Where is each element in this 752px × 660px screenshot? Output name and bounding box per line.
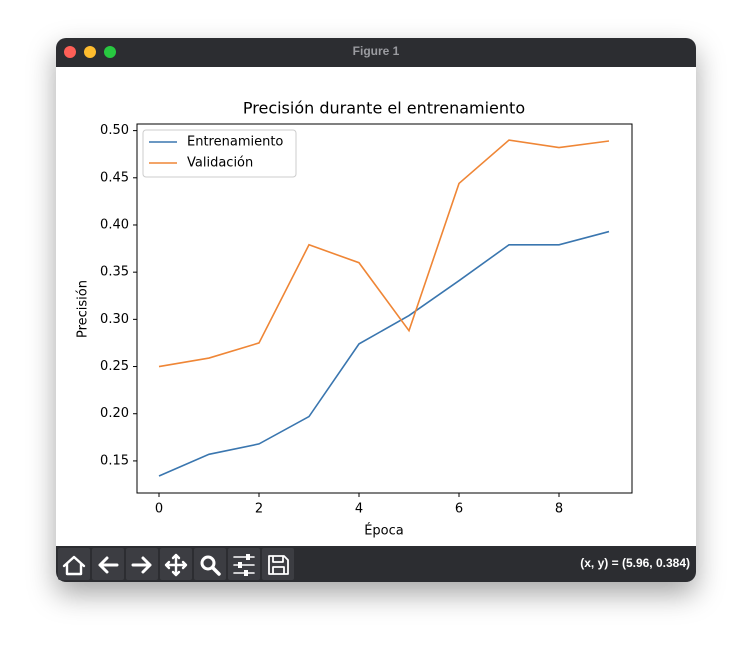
series-line [158,139,610,368]
chart: Precisión durante el entrenamiento Época… [76,99,633,539]
title-bar [56,38,696,67]
x-tick-label: 4 [355,502,363,517]
home-icon [62,555,86,576]
window [56,38,696,582]
cursor-status: (x, y) = (5.96, 0.384) [580,556,690,570]
y-tick-label: 0.40 [100,217,129,232]
zoom-icon [200,555,216,571]
back-icon [98,556,119,574]
save-icon [268,555,289,575]
y-tick-label: 0.35 [100,265,129,280]
toolbar-buttons [58,548,294,580]
x-tick-label: 0 [155,502,163,517]
y-axis-label: Precisión [76,280,91,338]
close-button[interactable] [64,46,76,58]
forward-icon [131,556,152,574]
legend-box [142,129,297,178]
y-tick-label: 0.20 [100,406,129,421]
configure-knob [244,570,248,576]
x-tick-label: 6 [455,502,463,517]
plot-frame [136,123,633,494]
zoom-icon-handle [211,566,221,576]
minimize-button[interactable] [84,46,96,58]
legend-label: Entrenamiento [187,135,283,150]
window-title: Figure 1 [353,44,400,58]
configure-button[interactable] [228,548,260,580]
y-tick-label: 0.25 [100,359,129,374]
x-axis-label: Época [364,523,404,539]
y-tick-label: 0.50 [100,123,129,138]
zoom-rect-button[interactable] [194,548,226,580]
pan-icon [164,553,188,577]
x-tick-label: 2 [255,502,263,517]
chart-title: Precisión durante el entrenamiento [243,99,525,118]
y-tick-label: 0.45 [100,170,129,185]
configure-knob [238,562,242,568]
configure-knob [246,554,250,560]
series-line [158,230,610,477]
legend-label: Validación [187,156,253,171]
y-tick-label: 0.15 [100,453,129,468]
zoom-button[interactable] [104,46,116,58]
save-button[interactable] [262,548,294,580]
y-tick-label: 0.30 [100,312,129,327]
x-tick-label: 8 [555,502,563,517]
